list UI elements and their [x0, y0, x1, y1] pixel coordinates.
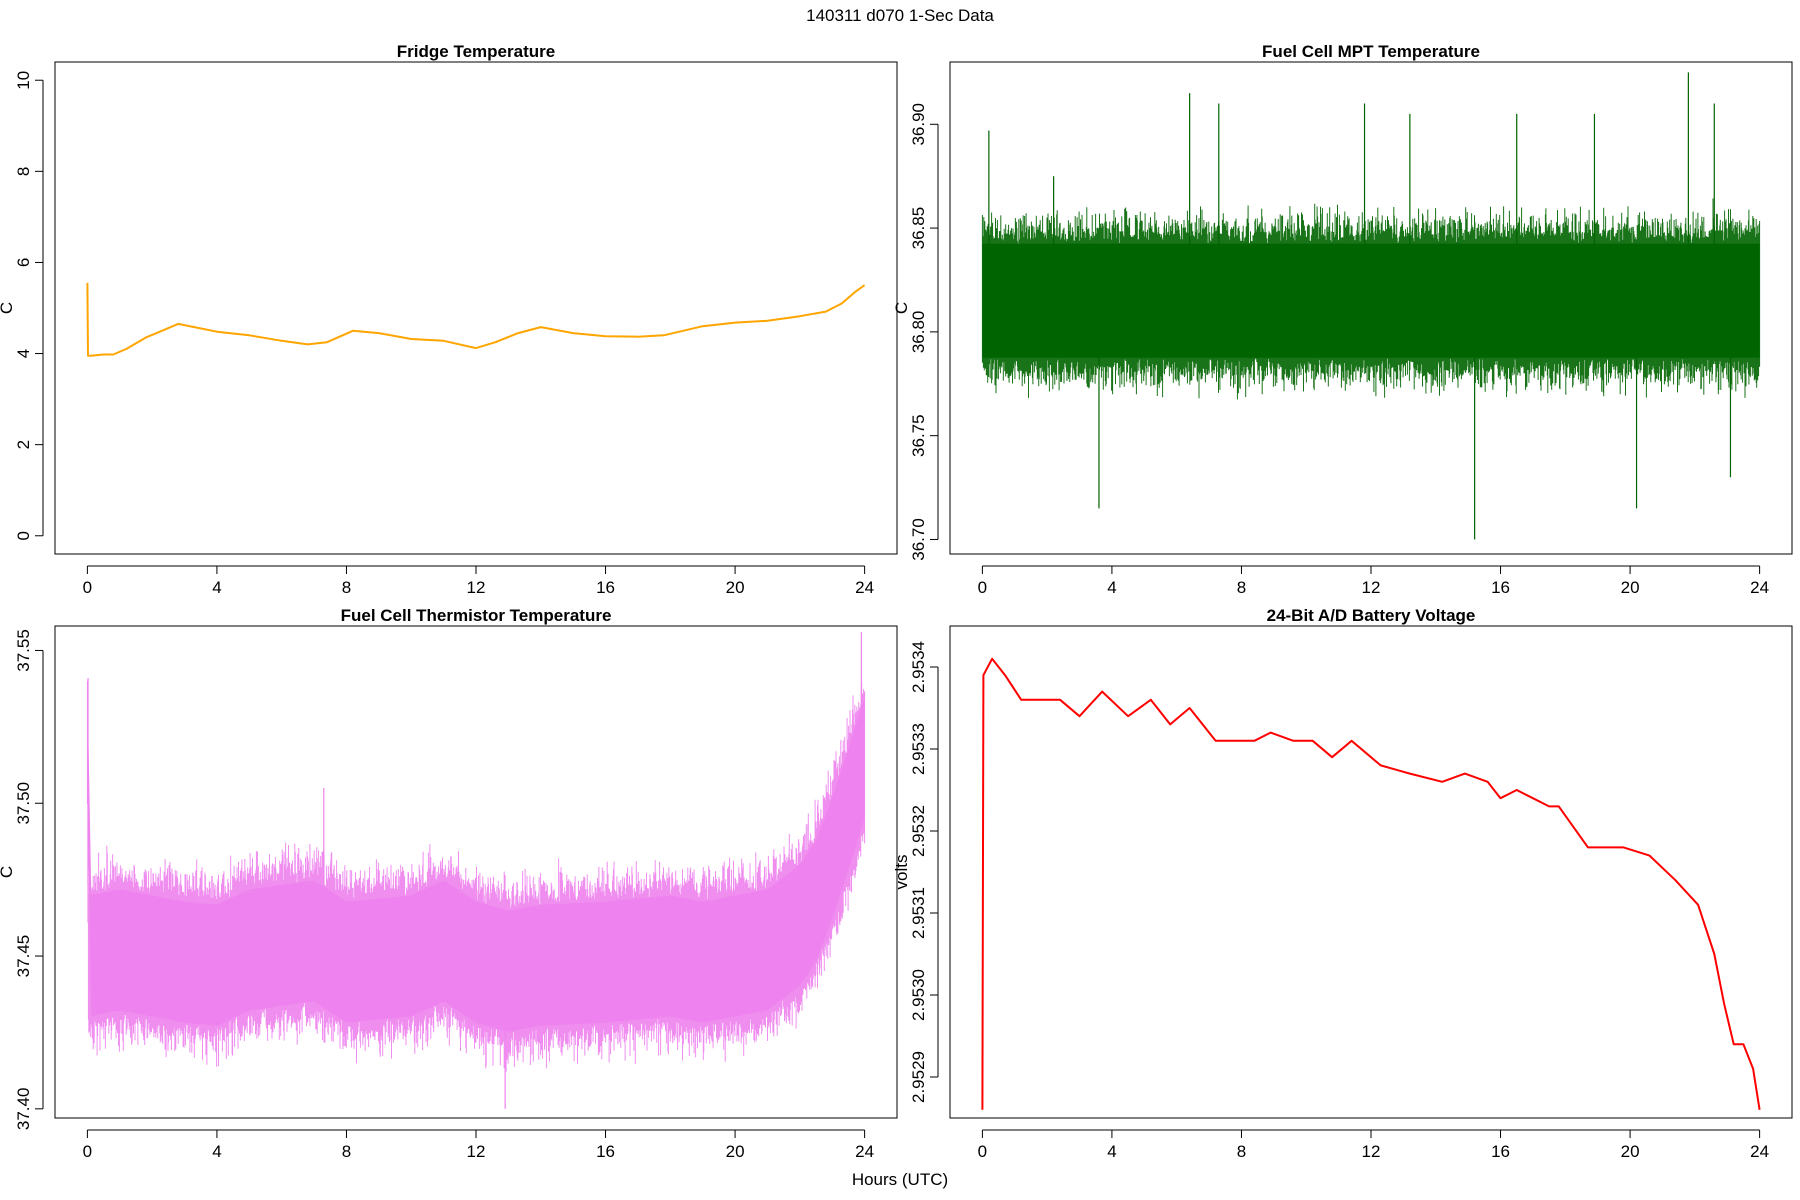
data-line [981, 657, 1761, 1110]
y-tick-label: 36.75 [909, 414, 928, 457]
y-axis-label: volts [892, 855, 911, 890]
x-tick-label: 0 [83, 1142, 92, 1161]
panel-3: Fuel Cell Thermistor Temperature C 0 4 8 12 16… [0, 606, 898, 1161]
data-line [86, 282, 866, 357]
panel-title: Fuel Cell Thermistor Temperature [341, 606, 612, 625]
x-tick-label: 20 [726, 578, 745, 597]
y-axis-label: C [892, 302, 911, 314]
x-tick-label: 8 [1237, 1142, 1246, 1161]
y-axis: 37.40 37.45 37.50 37.55 [14, 629, 44, 1131]
core-band [87, 681, 865, 1032]
y-tick-label: 36.90 [909, 103, 928, 146]
y-tick-label: 2 [14, 440, 33, 449]
x-axis: 0 4 8 12 16 20 24 [83, 565, 874, 597]
plot-frame [949, 625, 1793, 1119]
x-tick-label: 16 [596, 1142, 615, 1161]
data-series [981, 72, 1761, 540]
x-tick-label: 16 [1491, 1142, 1510, 1161]
y-tick-label: 8 [14, 167, 33, 176]
x-tick-label: 24 [855, 1142, 874, 1161]
x-tick-label: 24 [1750, 1142, 1769, 1161]
y-tick-label: 2.9529 [909, 1051, 928, 1103]
x-axis-caption: Hours (UTC) [851, 1170, 949, 1189]
x-tick-label: 4 [1107, 1142, 1116, 1161]
x-tick-label: 8 [1237, 578, 1246, 597]
x-tick-label: 8 [342, 1142, 351, 1161]
y-tick-label: 6 [14, 258, 33, 267]
y-tick-label: 37.55 [14, 629, 33, 672]
y-tick-label: 2.9533 [909, 723, 928, 775]
panel-4: 24-Bit A/D Battery Voltage volts 0 4 8 12 16 20… [892, 606, 1793, 1161]
x-tick-label: 0 [83, 578, 92, 597]
x-tick-label: 20 [1621, 1142, 1640, 1161]
x-tick-label: 4 [1107, 578, 1116, 597]
y-axis: 2.9529 2.9530 2.9531 2.9532 2.9533 2.9534 [909, 641, 939, 1103]
y-tick-label: 2.9530 [909, 969, 928, 1021]
x-tick-label: 20 [1621, 578, 1640, 597]
y-tick-label: 4 [14, 349, 33, 358]
y-tick-label: 37.40 [14, 1088, 33, 1131]
data-series [981, 657, 1761, 1110]
y-axis-label: C [0, 302, 16, 314]
y-axis: 36.70 36.75 36.80 36.85 36.90 [909, 103, 939, 561]
y-axis-label: C [0, 866, 16, 878]
y-tick-label: 2.9531 [909, 887, 928, 939]
x-tick-label: 12 [467, 1142, 486, 1161]
plot-frame [949, 61, 1793, 555]
data-series [86, 282, 866, 357]
x-tick-label: 0 [978, 1142, 987, 1161]
y-tick-label: 2.9532 [909, 805, 928, 857]
y-tick-label: 37.50 [14, 782, 33, 825]
x-axis: 0 4 8 12 16 20 24 [83, 1129, 874, 1161]
y-tick-label: 37.45 [14, 935, 33, 978]
x-axis: 0 4 8 12 16 20 24 [978, 1129, 1769, 1161]
y-tick-label: 10 [14, 71, 33, 90]
x-axis: 0 4 8 12 16 20 24 [978, 565, 1769, 597]
y-tick-label: 0 [14, 531, 33, 540]
plot-frame [54, 61, 898, 555]
y-axis: 0 2 4 6 8 10 [14, 71, 44, 541]
x-tick-label: 16 [596, 578, 615, 597]
data-series [86, 632, 866, 1109]
y-tick-label: 36.70 [909, 518, 928, 561]
x-tick-label: 0 [978, 578, 987, 597]
x-tick-label: 12 [1362, 578, 1381, 597]
y-tick-label: 36.85 [909, 207, 928, 250]
x-tick-label: 12 [467, 578, 486, 597]
x-tick-label: 4 [212, 578, 221, 597]
panel-title: Fridge Temperature [397, 42, 555, 61]
panel-1: Fridge TemperatureC048121620240246810 [0, 42, 898, 597]
core-band [982, 243, 1760, 358]
y-tick-label: 36.80 [909, 311, 928, 354]
page-title: 140311 d070 1-Sec Data [806, 6, 994, 25]
x-tick-label: 16 [1491, 578, 1510, 597]
x-tick-label: 8 [342, 578, 351, 597]
x-tick-label: 24 [855, 578, 874, 597]
x-tick-label: 4 [212, 1142, 221, 1161]
x-tick-label: 12 [1362, 1142, 1381, 1161]
x-tick-label: 20 [726, 1142, 745, 1161]
panel-2: Fuel Cell MPT Temperature C 0 4 8 12 16 20 24 36.… [892, 42, 1793, 597]
panel-title: 24-Bit A/D Battery Voltage [1267, 606, 1476, 625]
x-tick-label: 24 [1750, 578, 1769, 597]
plot-frame [54, 625, 898, 1119]
y-tick-label: 2.9534 [909, 641, 928, 693]
panel-title: Fuel Cell MPT Temperature [1262, 42, 1480, 61]
